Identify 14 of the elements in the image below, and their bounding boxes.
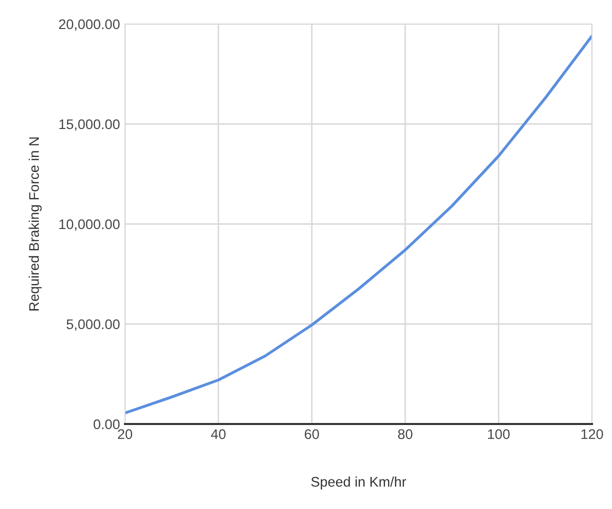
y-tick-label: 15,000.00 [59, 119, 120, 131]
x-tick-label: 60 [304, 429, 319, 440]
x-tick-label: 120 [581, 429, 604, 440]
x-tick-label: 40 [210, 429, 226, 440]
y-axis-title: Required Braking Force in N [28, 138, 42, 310]
x-tick-label: 80 [398, 429, 412, 440]
y-tick-label: 20,000.00 [59, 19, 120, 31]
x-tick-label: 100 [488, 429, 510, 440]
x-tick-label: 20 [118, 429, 132, 440]
line-series [125, 34, 592, 414]
x-axis-title: Speed in Km/hr [311, 476, 406, 490]
y-tick-label: 5,000.00 [66, 319, 120, 331]
y-tick-label: 10,000.00 [59, 219, 120, 231]
y-tick-label: 0.00 [94, 419, 120, 430]
